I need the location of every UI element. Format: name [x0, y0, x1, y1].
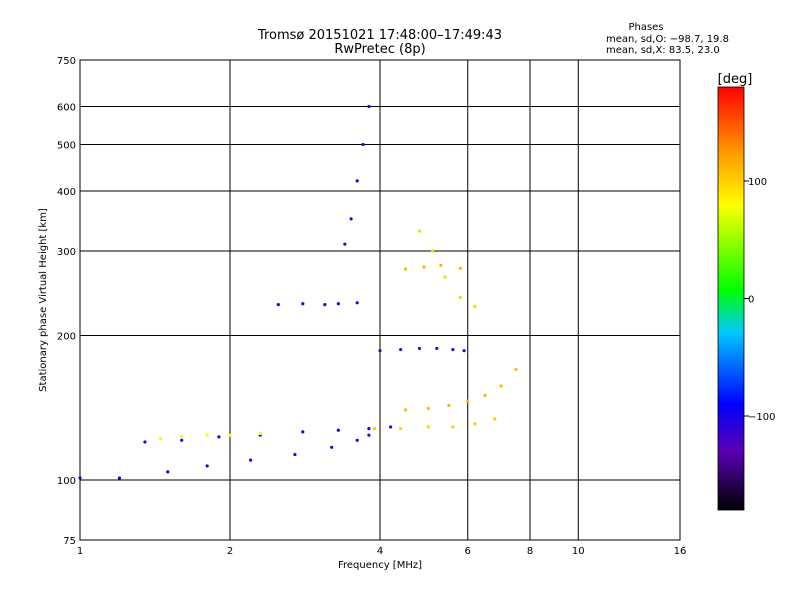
- stats-line-o: mean, sd,O: −98.7, 19.8: [606, 34, 729, 45]
- data-point: [451, 347, 455, 352]
- data-point: [217, 435, 221, 439]
- data-point: [388, 425, 393, 429]
- y-tick-label: 600: [57, 103, 76, 114]
- x-axis-label: Frequency [MHz]: [338, 560, 422, 571]
- data-point: [447, 403, 451, 408]
- data-point: [473, 422, 477, 426]
- y-tick-label: 400: [57, 187, 76, 198]
- data-point: [180, 438, 184, 442]
- x-tick-label: 10: [572, 546, 585, 557]
- x-tick-label: 16: [674, 546, 687, 557]
- data-point: [117, 476, 122, 480]
- y-tick-label: 750: [57, 56, 76, 67]
- data-point: [417, 229, 422, 233]
- data-point: [330, 445, 334, 449]
- data-point: [143, 440, 147, 444]
- data-point: [343, 242, 347, 246]
- data-point: [301, 302, 305, 306]
- data-point: [367, 104, 371, 109]
- data-point: [426, 406, 430, 411]
- data-point: [458, 266, 463, 270]
- data-point: [180, 435, 184, 439]
- data-point: [323, 302, 327, 307]
- data-point: [158, 436, 163, 441]
- x-tick-label: 4: [377, 546, 383, 557]
- stats-line-x: mean, sd,X: 83.5, 23.0: [606, 45, 720, 56]
- chart-subtitle: RwPretec (8p): [334, 42, 425, 57]
- x-tick-label: 2: [227, 546, 233, 557]
- data-point: [336, 428, 340, 432]
- data-point: [349, 217, 353, 221]
- grid-lines: [80, 60, 680, 540]
- axis-ticks: 1 2 4 6 8 10 16 75 100 200 300 400 500 600 750: [57, 56, 686, 557]
- data-point: [403, 267, 408, 271]
- data-point: [399, 347, 403, 352]
- data-point: [514, 367, 518, 372]
- data-point: [499, 384, 503, 388]
- y-tick-label: 75: [63, 536, 76, 547]
- data-point: [422, 265, 426, 269]
- data-point: [473, 304, 477, 309]
- data-point: [493, 417, 497, 421]
- data-point: [367, 426, 371, 431]
- data-point: [293, 452, 297, 457]
- data-point: [301, 430, 305, 434]
- data-point: [417, 346, 422, 351]
- y-axis-label: Stationary phase Virtual Height [km]: [38, 208, 49, 392]
- data-point: [276, 302, 280, 307]
- y-tick-label: 200: [57, 332, 76, 343]
- y-tick-label: 300: [57, 247, 76, 258]
- data-point: [205, 464, 209, 468]
- data-point: [205, 433, 209, 437]
- x-tick-label: 6: [465, 546, 471, 557]
- colorbar-tick-label: −100: [748, 412, 775, 423]
- chart-title: Tromsø 20151021 17:48:00–17:49:43: [257, 28, 502, 43]
- data-point: [439, 263, 443, 267]
- colorbar-label: [deg]: [718, 72, 753, 87]
- data-point: [336, 302, 340, 306]
- y-tick-label: 500: [57, 141, 76, 152]
- data-point: [435, 346, 439, 351]
- x-tick-label: 1: [77, 546, 83, 557]
- data-point: [483, 393, 487, 398]
- data-point: [458, 295, 463, 300]
- stats-heading: Phases: [628, 22, 663, 33]
- data-point: [372, 426, 377, 431]
- data-point: [430, 249, 435, 253]
- data-point: [443, 275, 447, 279]
- data-point: [228, 433, 232, 437]
- data-points: [78, 104, 518, 480]
- data-point: [367, 433, 371, 437]
- data-point: [355, 438, 359, 442]
- colorbar: [717, 86, 745, 511]
- data-point: [166, 470, 170, 474]
- data-point: [361, 142, 365, 147]
- data-point: [451, 425, 455, 429]
- data-point: [258, 431, 262, 436]
- data-point: [355, 301, 359, 305]
- data-point: [78, 476, 82, 480]
- data-point: [399, 426, 403, 431]
- data-point: [462, 349, 466, 353]
- data-point: [355, 179, 359, 183]
- data-point: [378, 349, 382, 353]
- data-point: [403, 408, 408, 412]
- data-point: [249, 458, 253, 462]
- y-tick-label: 100: [57, 476, 76, 487]
- data-point: [466, 399, 470, 403]
- colorbar-ticks: 100 0 −100: [744, 177, 775, 423]
- colorbar-tick-label: 0: [748, 295, 754, 306]
- colorbar-tick-label: 100: [748, 177, 767, 188]
- data-point: [426, 425, 430, 429]
- x-tick-label: 8: [527, 546, 533, 557]
